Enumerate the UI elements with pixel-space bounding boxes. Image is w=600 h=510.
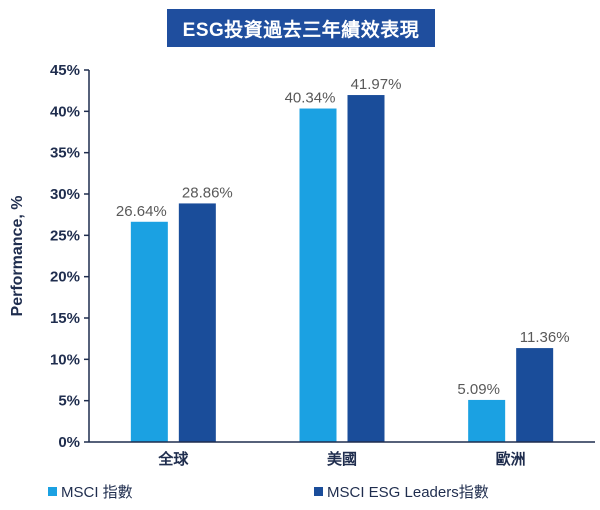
legend: MSCI 指數 MSCI ESG Leaders指數	[48, 484, 489, 501]
y-tick-label: 5%	[58, 393, 80, 410]
y-axis-label: Performance, %	[9, 196, 26, 317]
chart-title-background	[167, 9, 435, 47]
y-tick-label: 35%	[50, 145, 80, 162]
chart-title: ESG投資過去三年績效表現	[182, 19, 420, 41]
x-category-label: 歐洲	[496, 450, 526, 468]
bar	[299, 108, 337, 442]
legend-swatch	[48, 487, 57, 496]
bar	[347, 95, 385, 442]
x-category-label: 美國	[327, 450, 357, 468]
legend-label: MSCI 指數	[61, 484, 133, 501]
data-label: 5.09%	[457, 381, 500, 398]
bar	[516, 348, 554, 442]
data-labels: 26.64% 28.86% 40.34% 41.97% 5.09% 11.36%	[116, 76, 570, 398]
y-tick-label: 45%	[50, 62, 80, 79]
data-label: 26.64%	[116, 203, 167, 220]
x-category-label: 全球	[157, 450, 189, 468]
y-tick-label: 30%	[50, 186, 80, 203]
legend-swatch	[314, 487, 323, 496]
data-label: 28.86%	[182, 184, 233, 201]
x-axis-categories: 全球 美國 歐洲	[157, 450, 525, 468]
y-tick-label: 0%	[58, 434, 80, 451]
y-tick-label: 15%	[50, 310, 80, 327]
y-tick-label: 40%	[50, 103, 80, 120]
bar	[130, 221, 168, 442]
bar	[468, 399, 506, 442]
y-tick-label: 20%	[50, 269, 80, 286]
bar	[178, 203, 216, 442]
data-label: 41.97%	[351, 76, 402, 93]
legend-label: MSCI ESG Leaders指數	[327, 484, 489, 501]
y-axis-ticks: 0% 5% 10% 15% 20% 25% 30% 35% 40% 45%	[50, 62, 89, 451]
y-tick-label: 25%	[50, 227, 80, 244]
y-tick-label: 10%	[50, 351, 80, 368]
data-label: 40.34%	[285, 90, 336, 107]
bars	[130, 95, 554, 442]
data-label: 11.36%	[520, 329, 570, 346]
